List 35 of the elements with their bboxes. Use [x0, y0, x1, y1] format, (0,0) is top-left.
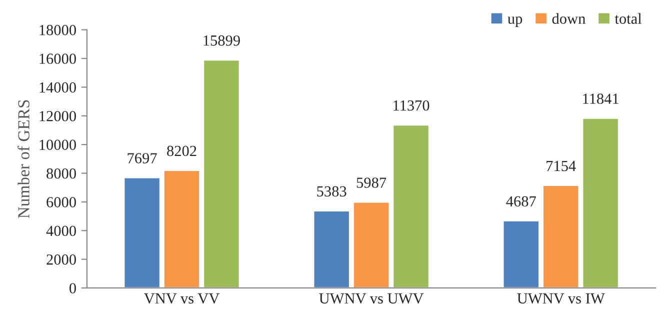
y-tick-label: 18000 — [40, 24, 76, 36]
data-label: 7154 — [546, 160, 576, 172]
bar — [582, 117, 620, 288]
legend-label: down — [552, 13, 586, 24]
y-tick-label: 6000 — [46, 197, 76, 208]
bar — [312, 210, 350, 288]
y-tick-label: 12000 — [40, 110, 76, 122]
data-label: 5383 — [317, 186, 346, 197]
bar — [352, 201, 390, 288]
y-tick-label: 10000 — [40, 140, 76, 150]
bar — [163, 170, 200, 288]
bar — [202, 59, 240, 288]
legend-label: up — [508, 16, 522, 27]
y-tick-label: 14000 — [40, 82, 76, 93]
data-label: 8202 — [167, 146, 196, 156]
x-tick-label: VNV vs VV — [144, 293, 220, 304]
data-label: 11841 — [583, 94, 618, 104]
y-tick-label: 0 — [69, 283, 76, 294]
bar — [542, 184, 580, 288]
y-tick-label: 8000 — [46, 168, 76, 179]
data-label: 4687 — [506, 196, 536, 207]
data-label: 7697 — [128, 153, 157, 164]
bar — [123, 176, 161, 288]
bar — [502, 220, 540, 288]
data-label: 11370 — [394, 100, 430, 111]
x-tick-label: UWNV vs IW — [517, 293, 605, 304]
legend-label: total — [614, 13, 642, 24]
y-axis-title: Number of GERS — [18, 100, 30, 218]
y-tick-label: 2000 — [46, 254, 76, 265]
data-label: 15899 — [204, 35, 240, 46]
bar — [392, 124, 430, 288]
y-tick-label: 16000 — [40, 54, 76, 64]
y-tick-label: 4000 — [46, 226, 76, 236]
x-tick-label: UWNV vs UWV — [319, 293, 424, 304]
data-label: 5987 — [356, 178, 386, 188]
